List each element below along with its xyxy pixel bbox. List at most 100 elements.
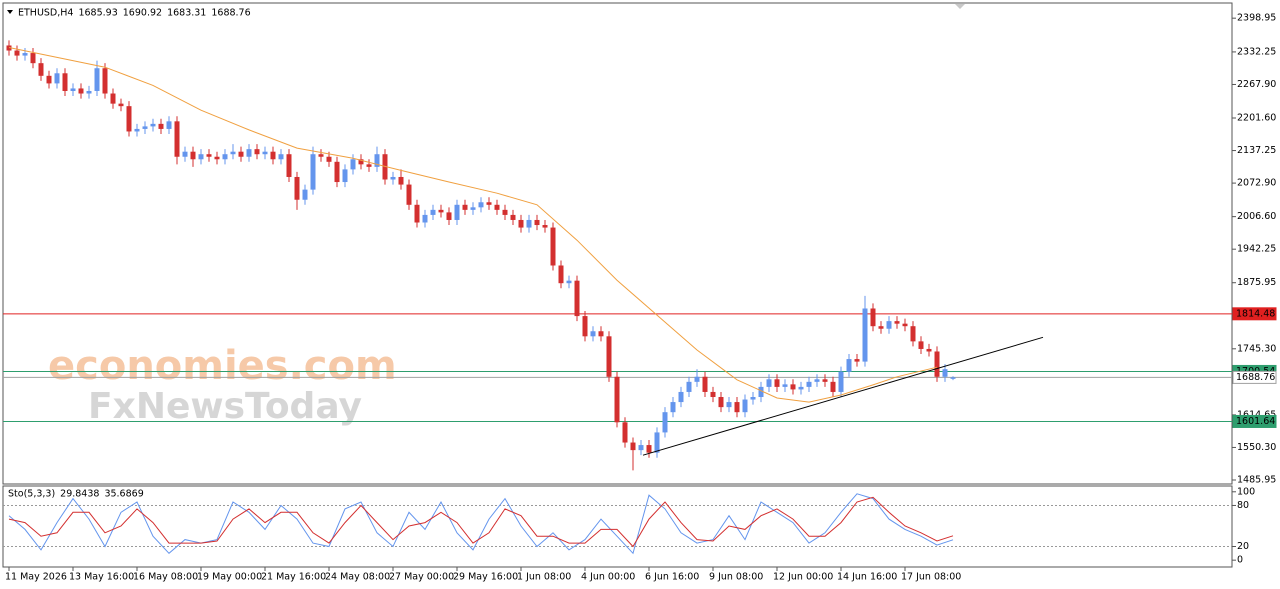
y-tick-label: 2072.90 — [1237, 178, 1276, 189]
level-label-box — [1232, 307, 1277, 321]
price-panel — [2, 2, 1233, 485]
stochastic-plot — [3, 493, 1232, 555]
candle-body — [246, 149, 252, 157]
header-value: 1685.93 — [78, 8, 117, 19]
y-tick-label: 1485.95 — [1237, 474, 1276, 485]
level-label: 1601.64 — [1236, 416, 1275, 427]
candle-body — [38, 63, 44, 76]
candle-body — [902, 323, 908, 327]
candle-body — [622, 422, 628, 443]
candle-body — [102, 68, 108, 94]
candle-body — [54, 73, 60, 84]
candle-body — [206, 154, 212, 157]
candle-body — [110, 93, 116, 104]
candle-body — [302, 189, 308, 200]
x-tick-label: 27 May 00:00 — [389, 572, 454, 583]
x-tick-label: 17 Jun 08:00 — [901, 572, 961, 583]
candle-body — [94, 68, 100, 91]
x-tick-label: 19 May 00:00 — [197, 572, 262, 583]
level-label: 1688.76 — [1236, 372, 1275, 383]
candle-body — [702, 376, 708, 392]
candle-body — [190, 151, 196, 160]
candle-body — [942, 369, 948, 377]
candle-body — [310, 154, 316, 190]
candle-body — [790, 384, 796, 390]
candle-body — [886, 321, 892, 329]
candle-body — [446, 212, 452, 220]
candle-body — [878, 326, 884, 329]
candle-body — [350, 159, 356, 170]
candle-body — [774, 379, 780, 387]
stochastic-line — [8, 496, 954, 548]
x-tick-label: 12 Jun 00:00 — [773, 572, 833, 583]
candle-body — [870, 308, 876, 327]
y-tick-label: 2201.60 — [1237, 113, 1276, 124]
candle-body — [726, 402, 732, 408]
candle-body — [806, 381, 812, 387]
x-tick-label: 1 Jun 08:00 — [517, 572, 571, 583]
candle-body — [406, 184, 412, 205]
candle-body — [278, 154, 284, 160]
y-tick-label: 2006.60 — [1237, 211, 1276, 222]
level-label: 1814.48 — [1236, 308, 1275, 319]
candle-body — [222, 154, 228, 160]
candle-body — [62, 73, 68, 91]
candle-body — [934, 351, 940, 377]
y-tick-label: 2267.90 — [1237, 79, 1276, 90]
candle-body — [550, 227, 556, 266]
candle-body — [230, 151, 236, 155]
candle-body — [534, 219, 540, 226]
candle-body — [22, 53, 28, 56]
candle-body — [542, 225, 548, 228]
candle-body — [606, 336, 612, 377]
candle-body — [454, 204, 460, 220]
candle-body — [294, 176, 300, 200]
x-tick-label: 9 Jun 08:00 — [709, 572, 763, 583]
candle-body — [390, 176, 396, 180]
candle-body — [894, 321, 900, 324]
candle-body — [462, 204, 468, 210]
candle-body — [262, 151, 268, 155]
candle-body — [374, 154, 380, 167]
candle-body — [598, 331, 604, 337]
header-value: 35.6869 — [104, 489, 143, 500]
header-value: 1688.76 — [211, 8, 250, 19]
candle-body — [342, 169, 348, 183]
y-tick-label: 1745.30 — [1237, 343, 1276, 354]
candle-body — [734, 402, 740, 413]
candle-body — [670, 402, 676, 413]
price-plot — [3, 40, 1232, 471]
candle-body — [654, 432, 660, 453]
x-tick-label: 29 May 16:00 — [453, 572, 518, 583]
candle-body — [486, 202, 492, 205]
candle-body — [238, 151, 244, 157]
candle-body — [646, 445, 652, 453]
candle-body — [118, 103, 124, 107]
candle-body — [614, 376, 620, 423]
level-label-box — [1232, 370, 1277, 384]
candle-body — [510, 214, 516, 220]
candle-body — [494, 204, 500, 210]
panel-title: Sto(5,3,3) — [8, 489, 55, 500]
y-tick-label: 0 — [1237, 555, 1243, 566]
x-tick-label: 21 May 16:00 — [261, 572, 326, 583]
candle-body — [358, 159, 364, 165]
stochastic-panel — [2, 485, 1233, 568]
candle-body — [422, 214, 428, 223]
candle-body — [582, 316, 588, 337]
candle-body — [694, 376, 700, 382]
header-value: 1690.92 — [123, 8, 162, 19]
candle-body — [638, 445, 644, 451]
candle-body — [318, 154, 324, 157]
scroll-marker — [955, 4, 965, 9]
x-tick-label: 14 Jun 16:00 — [837, 572, 897, 583]
candle-body — [286, 154, 292, 177]
candle-body — [334, 161, 340, 183]
candle-body — [822, 379, 828, 382]
candle-body — [414, 204, 420, 223]
candle-body — [158, 123, 164, 129]
candle-body — [630, 442, 636, 451]
candle-body — [430, 209, 436, 215]
moving-average — [8, 47, 938, 403]
y-tick-label: 1875.95 — [1237, 277, 1276, 288]
